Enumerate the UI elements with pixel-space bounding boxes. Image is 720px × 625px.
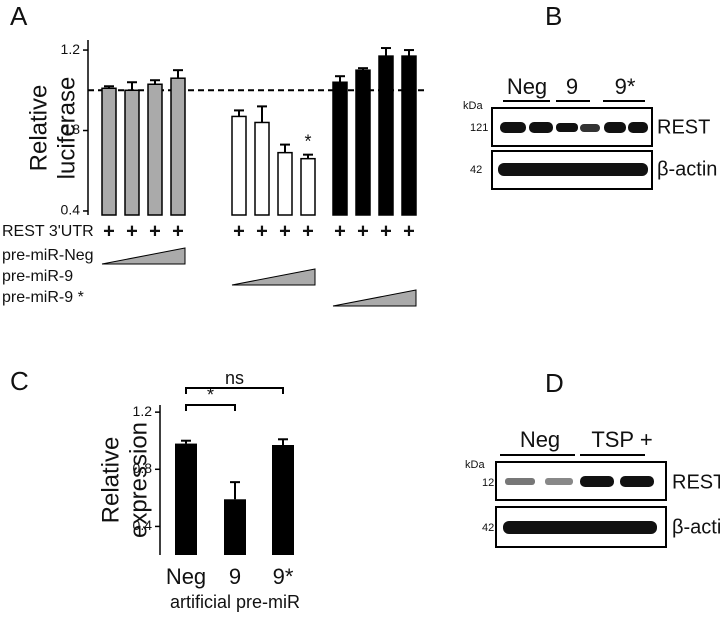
protein-label: β-actin xyxy=(672,516,720,538)
bar xyxy=(300,157,316,216)
bar xyxy=(332,81,348,216)
comparison-label: ns xyxy=(225,368,244,388)
row-marker: + xyxy=(357,220,369,242)
row-marker: + xyxy=(380,220,392,242)
bar xyxy=(277,151,293,216)
bar xyxy=(272,445,294,555)
row-label: pre-miR-9 * xyxy=(2,289,84,306)
bar xyxy=(231,115,247,216)
bar xyxy=(355,69,371,216)
protein-label: β-actin xyxy=(657,158,717,180)
row-marker: + xyxy=(126,220,138,242)
bar xyxy=(170,77,186,216)
bar xyxy=(175,443,197,555)
panel-label: C xyxy=(10,366,29,396)
gradient-triangle xyxy=(332,289,417,307)
kda-label: kDa xyxy=(465,459,485,471)
blot-b: B Neg 9 9* kDa 121 42 REST β-actin xyxy=(463,1,717,190)
bar xyxy=(124,89,140,216)
row-label: pre-miR-Neg xyxy=(2,247,94,264)
y-tick-label: 0.4 xyxy=(133,517,153,533)
y-tick-label: 1.2 xyxy=(61,41,81,57)
y-tick-label: 0.4 xyxy=(61,202,81,218)
x-tick-label: Neg xyxy=(166,564,206,589)
bands xyxy=(498,122,648,176)
panel-label: B xyxy=(545,1,562,31)
lane-group: Neg xyxy=(507,74,547,99)
bar xyxy=(224,499,246,555)
panel-label: A xyxy=(10,1,28,31)
blot-d: D Neg TSP + kDa 121 42 REST β-actin xyxy=(465,368,720,548)
kda-label: kDa xyxy=(463,100,483,112)
row-label: pre-miR-9 xyxy=(2,268,73,285)
bar xyxy=(401,55,417,216)
lane-group: Neg xyxy=(520,427,560,452)
row-marker: + xyxy=(403,220,415,242)
row-marker: + xyxy=(103,220,115,242)
protein-label: REST xyxy=(657,116,710,138)
y-tick-label: 1.2 xyxy=(133,403,153,419)
y-tick-label: 0.8 xyxy=(133,460,153,476)
row-label: REST 3'UTR xyxy=(2,223,94,240)
gradient-triangle xyxy=(101,247,186,265)
kda-value: 42 xyxy=(482,522,494,534)
x-tick-label: 9 xyxy=(229,564,241,589)
lane-group: TSP + xyxy=(591,427,652,452)
significance: * xyxy=(304,131,311,151)
row-marker: + xyxy=(279,220,291,242)
x-axis-label: artificial pre-miR xyxy=(170,592,300,612)
panel-label: D xyxy=(545,368,564,398)
row-marker: + xyxy=(233,220,245,242)
bar xyxy=(101,87,117,216)
row-marker: + xyxy=(256,220,268,242)
lane-group: 9 xyxy=(566,74,578,99)
row-marker: + xyxy=(149,220,161,242)
y-axis-label: Relative xyxy=(97,437,124,524)
gradient-triangle xyxy=(231,268,316,286)
bar xyxy=(378,55,394,216)
row-marker: + xyxy=(302,220,314,242)
x-tick-label: 9* xyxy=(273,564,294,589)
comparison-bracket xyxy=(185,404,236,411)
bands xyxy=(503,476,657,534)
row-marker: + xyxy=(172,220,184,242)
y-axis-label: expression xyxy=(125,422,152,538)
kda-value: 121 xyxy=(470,122,488,134)
bar xyxy=(254,121,270,216)
y-tick-label: 0.8 xyxy=(61,121,81,137)
y-axis-label: luciferase xyxy=(53,77,80,180)
kda-value: 42 xyxy=(470,164,482,176)
y-axis-label: Relative xyxy=(25,85,52,172)
comparison-bracket xyxy=(185,387,284,394)
comparison-label: * xyxy=(207,385,214,405)
bar xyxy=(147,83,163,216)
protein-label: REST xyxy=(672,471,720,493)
lane-group: 9* xyxy=(615,74,636,99)
row-marker: + xyxy=(334,220,346,242)
